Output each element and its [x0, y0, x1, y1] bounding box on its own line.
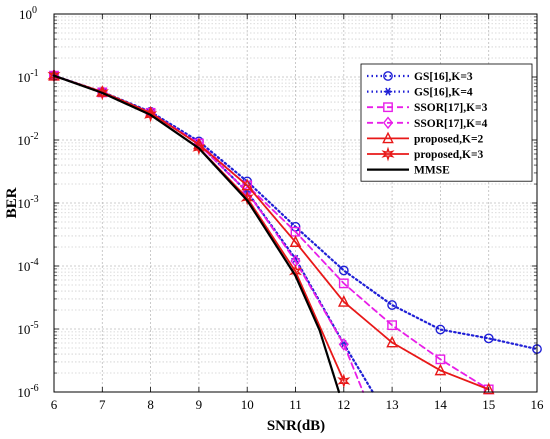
data-point [482, 382, 495, 395]
y-tick-label: 10-4 [17, 257, 38, 274]
data-point [483, 333, 494, 344]
ticks [53, 13, 538, 393]
y-tick-exponent: -3 [30, 194, 38, 205]
y-tick-exponent: -4 [30, 257, 38, 268]
data-point [434, 363, 447, 376]
y-tick-label: 10-6 [17, 383, 38, 400]
series-6 [52, 74, 341, 394]
series-layer [47, 68, 542, 395]
data-point [435, 354, 446, 365]
legend-entry: proposed,K=2 [367, 131, 484, 145]
data-point [337, 295, 350, 307]
legend-entry: GS[16],K=4 [367, 87, 473, 99]
y-tick-label: 10-2 [17, 131, 38, 148]
y-tick-exponent: 0 [32, 5, 37, 16]
x-tick-label: 11 [289, 397, 302, 412]
x-tick-label: 15 [482, 397, 495, 412]
y-tick-base: 10 [17, 70, 30, 85]
y-tick-label: 100 [19, 5, 37, 22]
y-tick-exponent: -2 [30, 131, 38, 142]
y-tick-base: 10 [17, 259, 30, 274]
series-line [52, 74, 341, 394]
y-tick-base: 10 [17, 322, 30, 337]
legend-marker [383, 102, 393, 113]
legend-label: SSOR[17],K=4 [414, 118, 488, 130]
data-point [338, 278, 349, 289]
data-point [387, 320, 397, 331]
x-tick-label: 12 [337, 397, 350, 412]
y-tick-label: 10-3 [17, 194, 38, 211]
x-tick-label: 8 [147, 397, 154, 412]
x-tick-labels: 6 7 8 9 10 11 12 13 14 15 16 [51, 397, 544, 412]
y-tick-base: 10 [17, 196, 30, 211]
x-tick-label: 10 [241, 397, 254, 412]
y-tick-base: 10 [17, 133, 30, 148]
x-tick-label: 13 [386, 397, 399, 412]
legend-entry: SSOR[17],K=3 [367, 102, 488, 114]
y-tick-exponent: -1 [30, 68, 38, 79]
data-point [337, 373, 351, 389]
legend-marker [382, 116, 394, 130]
legend-label: GS[16],K=4 [414, 87, 473, 99]
y-tick-base: 10 [19, 7, 32, 22]
x-tick-label: 16 [531, 397, 545, 412]
y-tick-label: 10-5 [17, 320, 38, 337]
x-tick-label: 14 [434, 397, 448, 412]
legend-label: SSOR[17],K=3 [414, 102, 488, 114]
legend-marker [383, 87, 393, 96]
series-line [53, 74, 490, 391]
x-axis-label: SNR(dB) [267, 418, 325, 434]
y-tick-exponent: -5 [30, 320, 38, 331]
data-point [289, 235, 302, 247]
data-point [386, 335, 398, 348]
legend-label: proposed,K=3 [414, 149, 484, 161]
legend-marker [381, 146, 395, 162]
legend: GS[16],K=3 GS[16],K=4 SSOR[17],K=3 SSOR[17]… [360, 63, 533, 182]
legend-label: GS[16],K=3 [414, 71, 473, 83]
legend-label: MMSE [414, 165, 450, 177]
legend-entry: GS[16],K=3 [367, 71, 473, 83]
legend-marker [383, 71, 393, 81]
x-tick-label: 7 [99, 397, 106, 412]
data-point [241, 178, 254, 191]
legend-label: proposed,K=2 [414, 133, 484, 145]
legend-entry: proposed,K=3 [367, 146, 484, 162]
data-point [387, 300, 397, 310]
legend-entry: MMSE [367, 165, 450, 177]
y-tick-label: 10-1 [17, 68, 38, 85]
data-point [435, 324, 446, 335]
y-tick-exponent: -6 [30, 383, 38, 394]
data-point [338, 338, 349, 351]
data-point [338, 265, 349, 276]
series-line [53, 74, 490, 391]
legend-marker [382, 131, 394, 144]
y-tick-base: 10 [17, 385, 30, 400]
legend-entry: SSOR[17],K=4 [367, 116, 488, 130]
x-tick-label: 6 [51, 397, 58, 412]
y-axis-label: BER [4, 187, 20, 218]
x-tick-label: 9 [196, 397, 203, 412]
